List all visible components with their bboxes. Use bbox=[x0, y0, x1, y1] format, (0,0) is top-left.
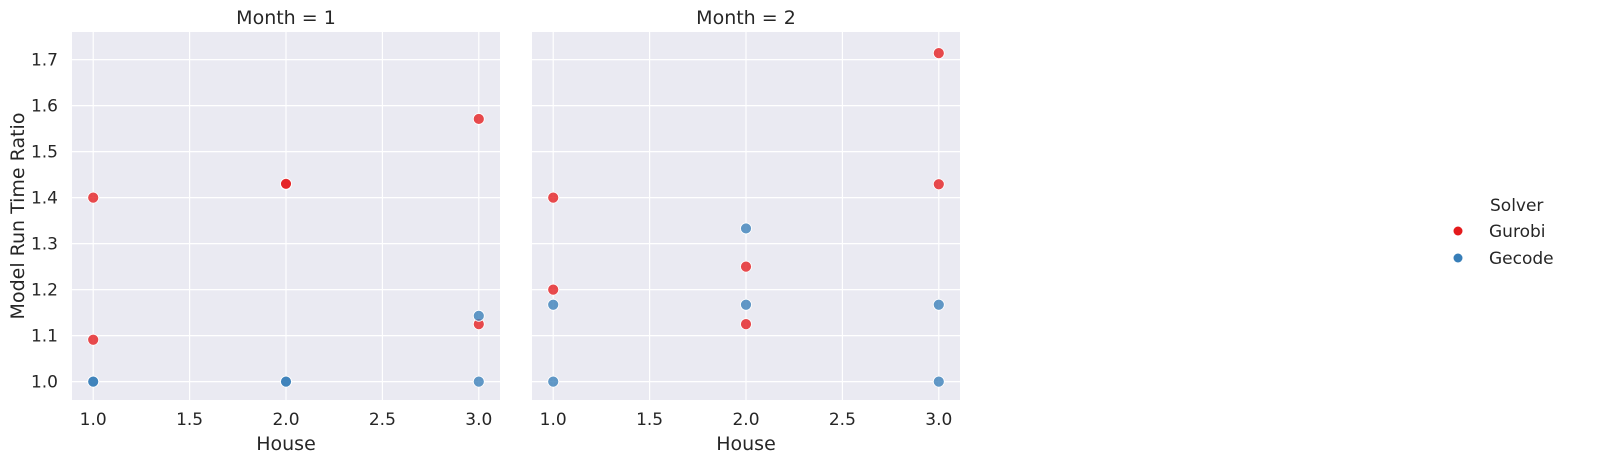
data-point bbox=[740, 298, 752, 311]
legend-label-gecode: Gecode bbox=[1489, 249, 1554, 269]
y-tick-label: 1.4 bbox=[31, 189, 58, 209]
legend-label-gurobi: Gurobi bbox=[1489, 222, 1545, 242]
series-gurobi bbox=[547, 47, 945, 331]
x-tick-label: 3.0 bbox=[465, 410, 492, 430]
data-point bbox=[740, 318, 752, 331]
x-tick-label: 2.0 bbox=[732, 410, 759, 430]
x-tick-label: 1.5 bbox=[636, 410, 663, 430]
panel-title: Month = 2 bbox=[696, 7, 796, 29]
legend: Solver Gurobi Gecode bbox=[1453, 196, 1554, 269]
data-point bbox=[87, 191, 100, 204]
series-gurobi bbox=[87, 113, 485, 346]
data-point bbox=[932, 298, 945, 311]
data-point bbox=[932, 375, 945, 388]
data-point bbox=[280, 177, 292, 190]
data-point bbox=[740, 222, 752, 235]
data-point bbox=[547, 375, 560, 388]
y-tick-label: 1.6 bbox=[31, 97, 58, 117]
data-point bbox=[472, 113, 485, 125]
y-tick-label: 1.3 bbox=[31, 235, 58, 255]
x-tick-label: 2.5 bbox=[829, 410, 856, 430]
data-point bbox=[740, 260, 752, 273]
series-gecode bbox=[547, 222, 945, 388]
panel-title: Month = 1 bbox=[236, 7, 336, 29]
y-tick-label: 1.2 bbox=[31, 281, 58, 301]
legend-title: Solver bbox=[1490, 196, 1543, 216]
series-gecode bbox=[87, 309, 485, 388]
x-tick-label: 1.0 bbox=[540, 410, 567, 430]
panels: 1.0 1.1 1.2 1.3 1.4 1.5 1.6 1.7 1.0 1.5 2.0 2.5 3.0 M… bbox=[31, 7, 960, 455]
facet-panel-2: 1.0 1.5 2.0 2.5 3.0 Month = 2 House bbox=[532, 7, 960, 455]
data-point bbox=[87, 375, 100, 388]
facet-panel-1: 1.0 1.1 1.2 1.3 1.4 1.5 1.6 1.7 1.0 1.5 2.0 2.5 3.0 M… bbox=[31, 7, 500, 455]
y-tick-label: 1.5 bbox=[31, 143, 58, 163]
data-point bbox=[472, 309, 485, 322]
data-point bbox=[547, 283, 560, 296]
x-tick-label: 2.5 bbox=[369, 410, 396, 430]
x-tick-label: 2.0 bbox=[272, 410, 299, 430]
legend-marker-gurobi bbox=[1453, 226, 1463, 236]
data-point bbox=[547, 191, 560, 204]
y-tick-label: 1.1 bbox=[31, 327, 58, 347]
y-tick-label: 1.7 bbox=[31, 51, 58, 71]
x-tick-label: 3.0 bbox=[925, 410, 952, 430]
data-point bbox=[280, 375, 292, 388]
data-point bbox=[932, 178, 945, 191]
x-tick-label: 1.0 bbox=[80, 410, 107, 430]
data-point bbox=[87, 333, 100, 346]
y-tick-label: 1.0 bbox=[31, 373, 58, 393]
x-tick-label: 1.5 bbox=[176, 410, 203, 430]
legend-marker-gecode bbox=[1453, 253, 1463, 263]
x-axis-label: House bbox=[256, 433, 316, 455]
data-point bbox=[932, 47, 945, 60]
data-point bbox=[472, 375, 485, 388]
data-point bbox=[547, 298, 560, 311]
x-axis-label: House bbox=[716, 433, 776, 455]
y-axis-label: Model Run Time Ratio bbox=[7, 113, 29, 320]
